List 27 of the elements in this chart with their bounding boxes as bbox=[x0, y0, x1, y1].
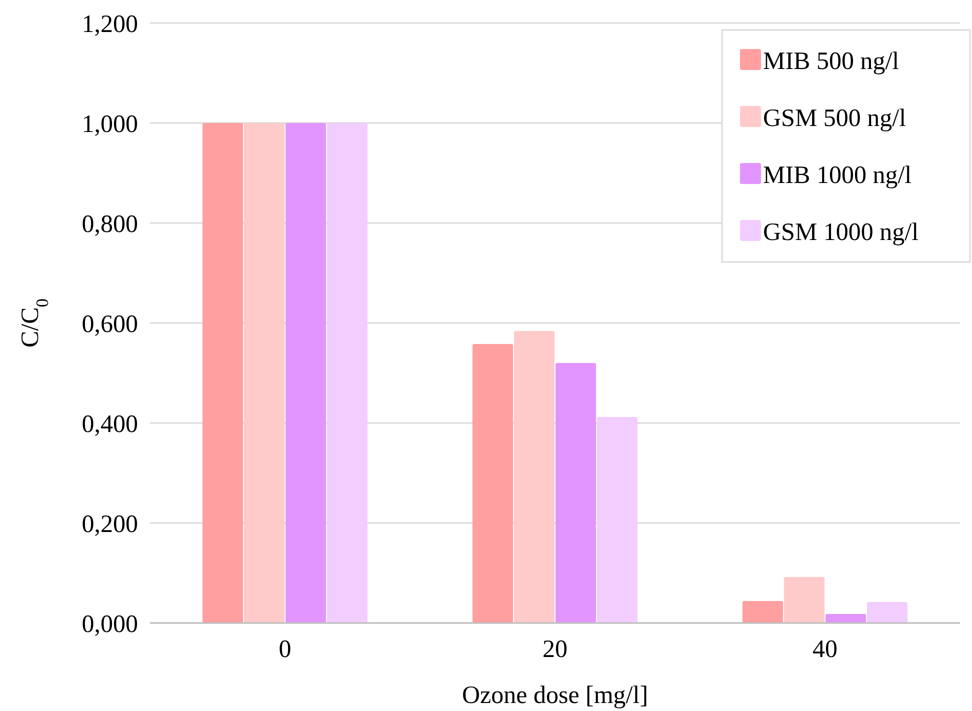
bar bbox=[826, 614, 866, 623]
y-tick-label: 0,400 bbox=[82, 410, 138, 438]
y-tick-label: 1,200 bbox=[82, 10, 138, 38]
bar bbox=[597, 417, 638, 623]
bar bbox=[867, 602, 908, 623]
y-tick-label: 0,600 bbox=[82, 310, 138, 338]
x-axis-title: Ozone dose [mg/l] bbox=[462, 682, 648, 709]
bar bbox=[514, 331, 554, 623]
bar bbox=[556, 363, 596, 623]
x-tick-label: 40 bbox=[812, 636, 838, 663]
bar bbox=[286, 123, 326, 623]
bar bbox=[742, 601, 783, 623]
legend-label: MIB 1000 ng/l bbox=[763, 162, 912, 189]
x-tick-label: 20 bbox=[542, 636, 568, 663]
y-tick-label: 1,000 bbox=[82, 110, 138, 138]
bar bbox=[784, 577, 824, 623]
bar bbox=[472, 344, 513, 623]
bar bbox=[202, 123, 243, 623]
legend-label: GSM 1000 ng/l bbox=[763, 218, 919, 246]
bar bbox=[327, 123, 368, 623]
bar bbox=[244, 123, 284, 623]
x-tick-label: 0 bbox=[278, 636, 292, 663]
y-tick-label: 0,000 bbox=[82, 610, 138, 638]
y-tick-label: 0,200 bbox=[82, 510, 138, 538]
legend-label: MIB 500 ng/l bbox=[763, 48, 900, 75]
y-tick-label: 0,800 bbox=[82, 210, 138, 238]
legend-label: GSM 500 ng/l bbox=[763, 104, 906, 132]
